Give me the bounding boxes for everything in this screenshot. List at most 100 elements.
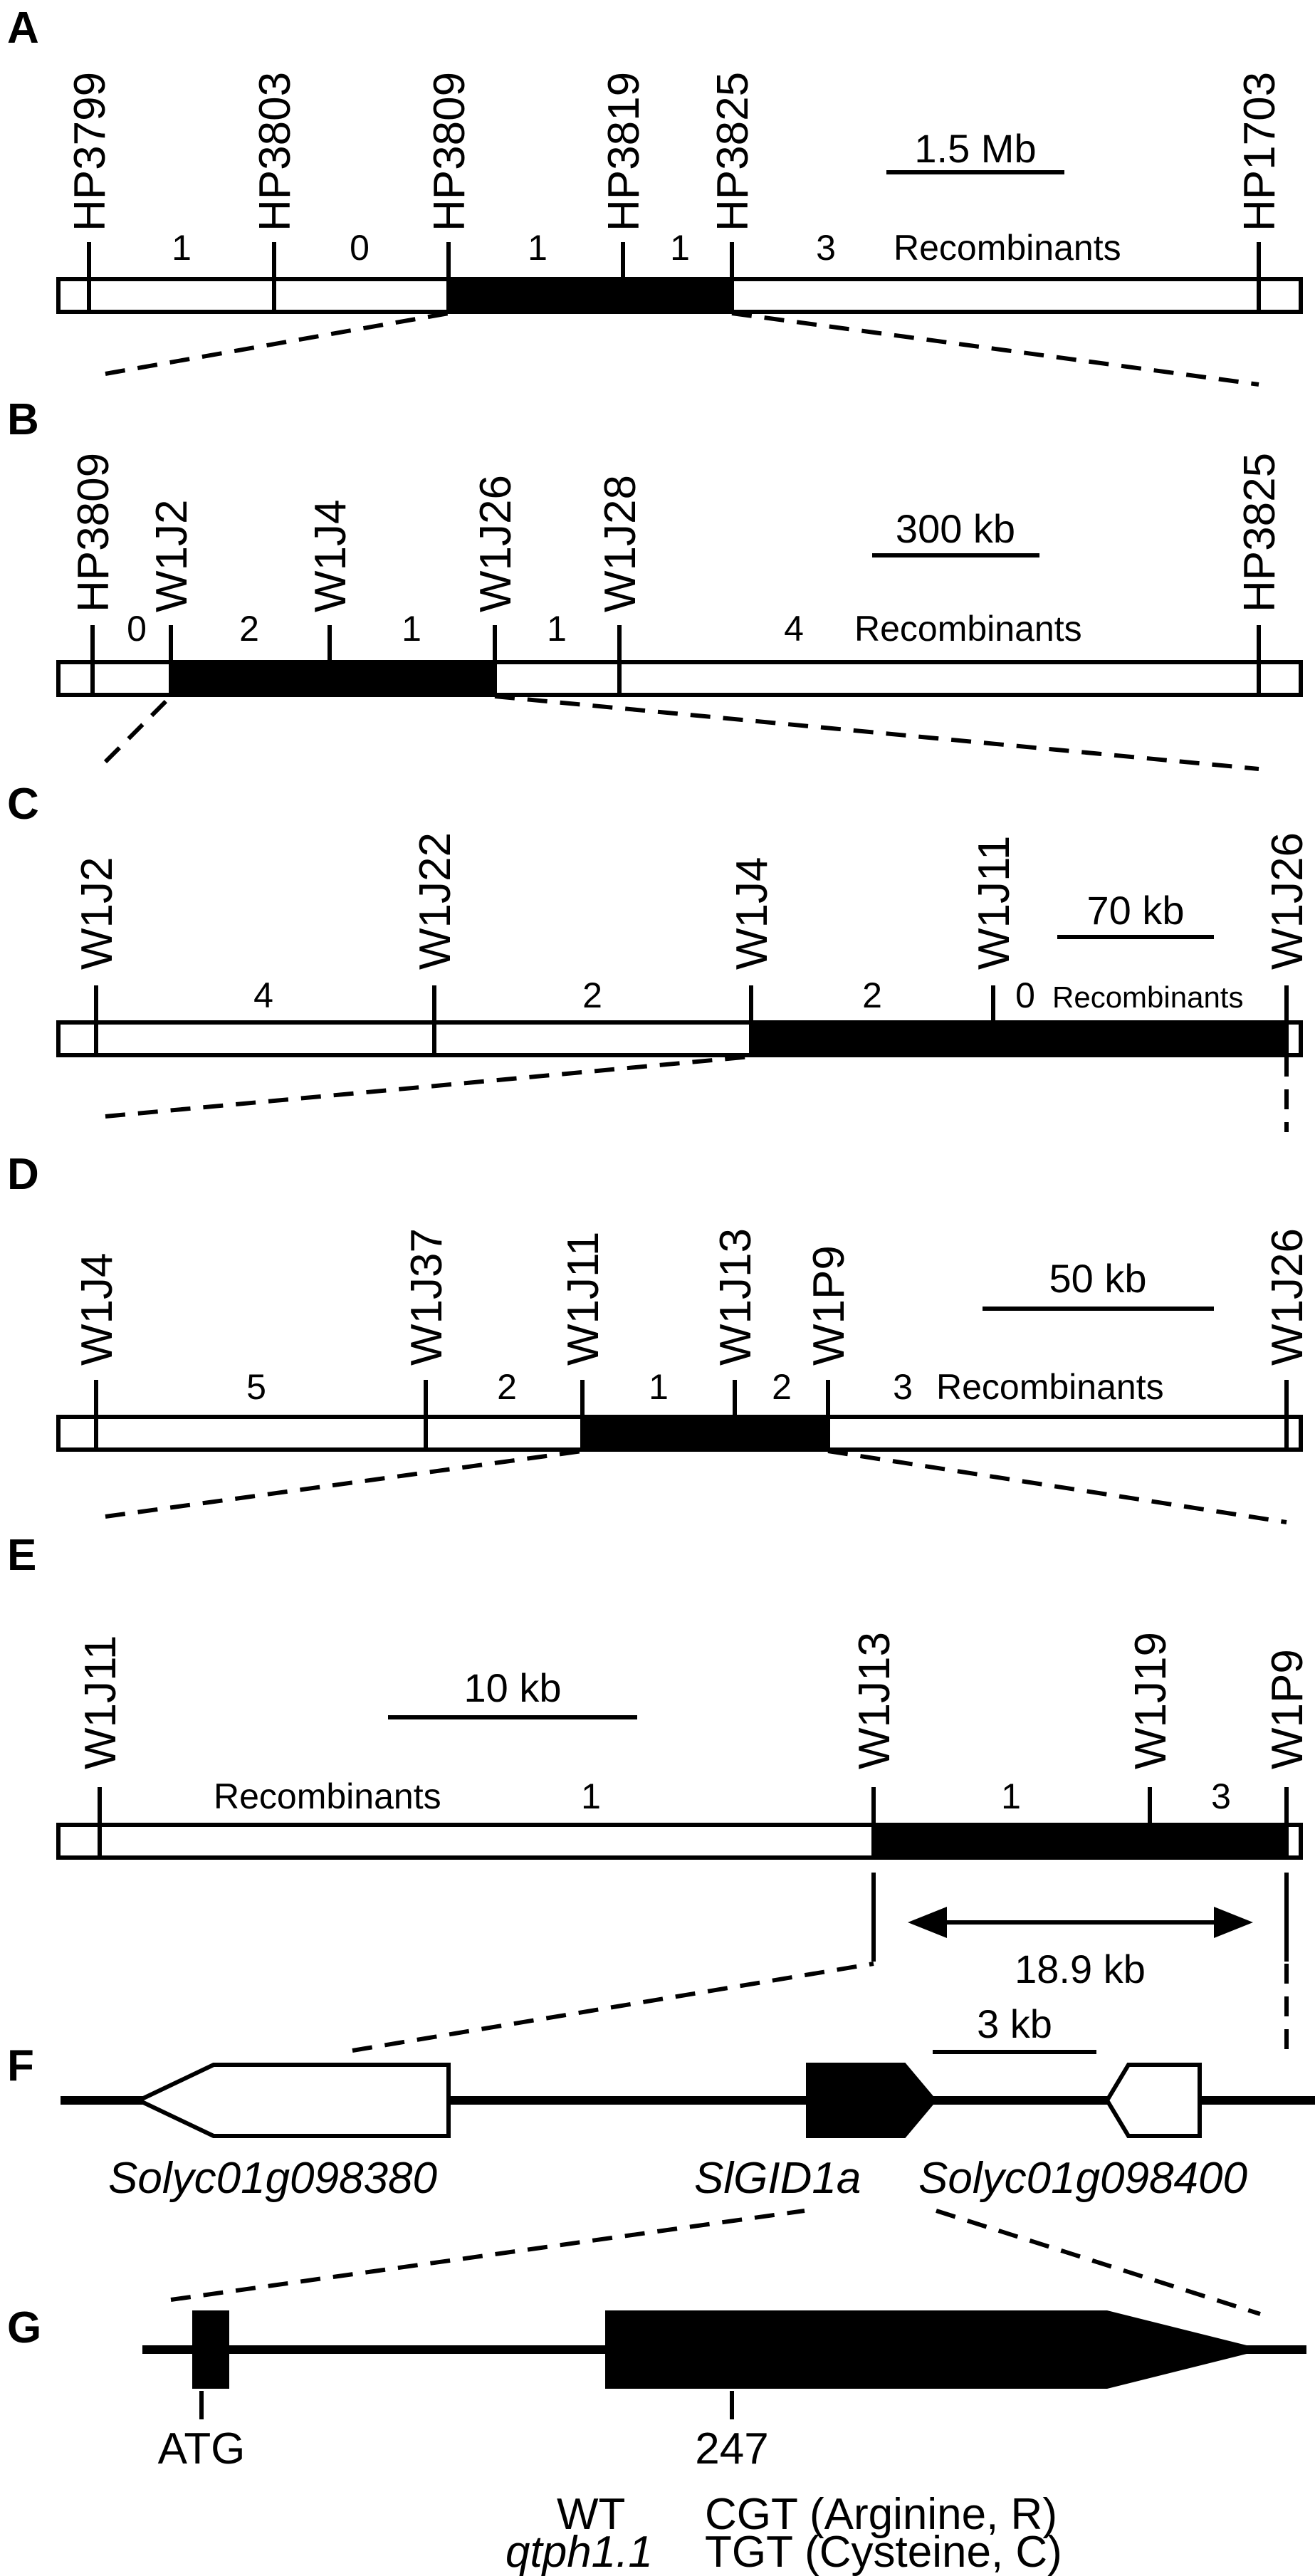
recombinants-label: Recombinants [214,1776,441,1816]
gene-solyc01g098400-box [1104,2063,1202,2138]
recombinant-count: 1 [172,228,192,268]
recombinant-count: 1 [649,1367,669,1407]
candidate-region-d [580,1415,830,1452]
marker-label-w1j11: W1J11 [559,1232,608,1366]
recombinants-label: Recombinants [1052,980,1243,1014]
marker-label-w1p9: W1P9 [1263,1649,1312,1769]
recombinant-count: 1 [581,1776,601,1816]
zoom-guide-line [105,311,449,376]
recombinant-count: 3 [816,228,836,268]
marker-label-w1j26: W1J26 [1263,1228,1312,1366]
panel-g: G ATG 247 WT CGT (Arginine, R) qtph1.1 T… [7,2303,1306,2576]
recombinant-count: 0 [1015,975,1035,1015]
panel-f: F 3 kb Solyc01g098380 SlGID1a Solyc01g09… [7,2001,1315,2203]
marker-label-w1j26: W1J26 [471,475,520,612]
marker-label-hp3809: HP3809 [425,72,474,231]
marker-label-hp3799: HP3799 [66,72,115,231]
marker-label-hp1703: HP1703 [1235,72,1284,231]
recombinant-count: 5 [246,1367,266,1407]
recombinant-count: 1 [670,228,690,268]
panel-c-letter: C [7,780,39,829]
marker-label-w1j2: W1J2 [147,500,197,612]
marker-label-w1p9: W1P9 [805,1245,854,1366]
zoom-guide-line [827,1449,1287,1524]
recombinant-count: 2 [862,975,882,1015]
recombinant-count: 1 [528,228,548,268]
marker-label-w1j28: W1J28 [596,475,645,612]
marker-label-w1j4: W1J4 [728,857,777,970]
exon-2-block [605,2310,1264,2389]
mutation-position-label: 247 [695,2424,768,2473]
mutant-codon-label: TGT (Cysteine, C) [705,2528,1062,2576]
panel-c: C W1J2 W1J22 W1J4 W1J11 W1J26 4 2 2 0 Re… [7,780,1312,1057]
recombinant-count: 4 [253,975,273,1015]
recombinant-count: 2 [582,975,602,1015]
zoom-guide-line [936,2209,1261,2316]
gene-solyc01g098380-box [134,2063,451,2138]
scale-label-b: 300 kb [896,506,1015,551]
panel-e: E W1J11 W1J13 W1J19 W1P9 Recombinants 1 … [7,1531,1312,1991]
zoom-guide-line [105,1449,583,1519]
gene-label-slgid1a: SlGID1a [694,2154,861,2203]
marker-label-hp3803: HP3803 [251,72,300,231]
marker-label-w1j4: W1J4 [306,500,355,612]
arrow-right-icon [1214,1907,1253,1938]
marker-label-hp3825: HP3825 [1235,453,1284,612]
panel-e-letter: E [7,1531,36,1580]
candidate-region-a [446,277,734,314]
exon-1-block [192,2310,229,2389]
recombinant-count: 3 [1211,1776,1231,1816]
wt-codon-label: CGT (Arginine, R) [705,2490,1057,2539]
gene-label-solyc01g098380: Solyc01g098380 [108,2154,437,2203]
recombinants-label: Recombinants [854,609,1082,649]
marker-label-w1j11: W1J11 [970,836,1019,970]
gene-label-solyc01g098400: Solyc01g098400 [918,2154,1247,2203]
scale-label-a: 1.5 Mb [914,126,1036,171]
panel-d: D W1J4 W1J37 W1J11 W1J13 W1P9 W1J26 5 2 … [7,1150,1312,1452]
marker-label-w1j13: W1J13 [711,1228,760,1366]
recombinant-count: 2 [772,1367,792,1407]
marker-label-w1j22: W1J22 [411,832,460,970]
recombinant-count: 1 [547,609,567,649]
recombinants-label: Recombinants [936,1367,1164,1407]
marker-label-w1j11: W1J11 [76,1635,125,1769]
panel-a-letter: A [7,4,39,53]
recombinant-count: 4 [784,609,804,649]
scale-label-c: 70 kb [1087,888,1185,933]
marker-label-w1j26: W1J26 [1263,832,1312,970]
marker-label-w1j2: W1J2 [73,857,122,970]
zoom-guide-line [731,311,1259,387]
interval-size-label: 18.9 kb [1015,1947,1146,1991]
marker-label-hp3809: HP3809 [69,453,118,612]
zoom-guide-line [105,1054,752,1119]
zoom-guide-line [352,1962,874,2053]
marker-label-w1j4: W1J4 [73,1253,122,1366]
zoom-guide-line [494,694,1259,771]
marker-label-w1j37: W1J37 [402,1228,451,1366]
recombinants-label: Recombinants [894,228,1121,268]
candidate-region-b [169,660,497,697]
panel-b-letter: B [7,395,39,444]
mutant-label: qtph1.1 [505,2528,653,2576]
panel-b: B HP3809 W1J2 W1J4 W1J26 W1J28 HP3825 0 … [7,395,1303,697]
gene-slgid1a-box [806,2063,937,2138]
zoom-guide-line [170,2209,805,2302]
marker-label-w1j19: W1J19 [1126,1632,1175,1769]
marker-label-hp3819: HP3819 [599,72,649,231]
panel-d-letter: D [7,1150,39,1199]
candidate-region-e [871,1823,1289,1860]
recombinant-count: 2 [239,609,259,649]
recombinant-count: 1 [402,609,421,649]
recombinant-count: 1 [1001,1776,1021,1816]
recombinant-count: 0 [350,228,370,268]
scale-label-d: 50 kb [1049,1256,1147,1301]
zoom-guide-line [103,694,173,764]
candidate-region-c [749,1020,1289,1057]
atg-label: ATG [158,2424,246,2473]
recombinant-count: 3 [893,1367,913,1407]
recombinant-count: 2 [497,1367,517,1407]
panel-f-letter: F [7,2041,34,2090]
scale-label-e: 10 kb [464,1665,562,1710]
scale-label-f: 3 kb [977,2001,1052,2046]
